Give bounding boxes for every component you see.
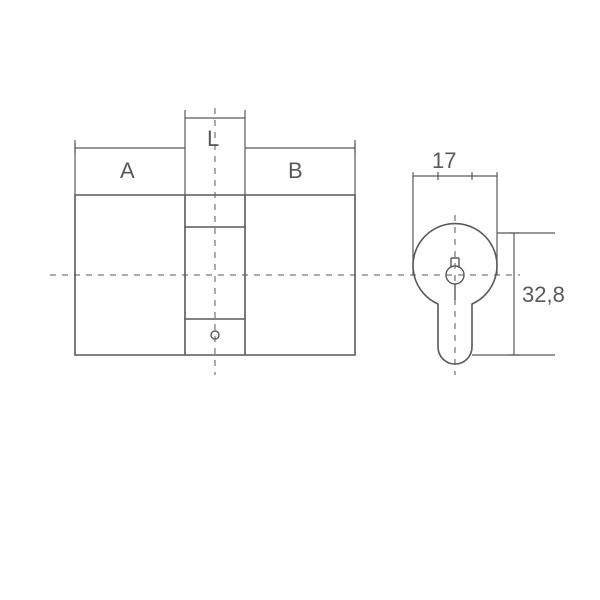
dim-label-328: 32,8: [522, 282, 565, 307]
dim-label-L: L: [207, 126, 219, 151]
dim-label-B: B: [288, 158, 303, 183]
dimension-lines-end: [413, 172, 555, 355]
end-view: [413, 215, 497, 375]
dim-label-A: A: [120, 158, 135, 183]
side-top-notch: [185, 195, 245, 227]
dim-label-17: 17: [432, 148, 456, 173]
technical-drawing: A L B 17 32,8: [0, 0, 600, 600]
